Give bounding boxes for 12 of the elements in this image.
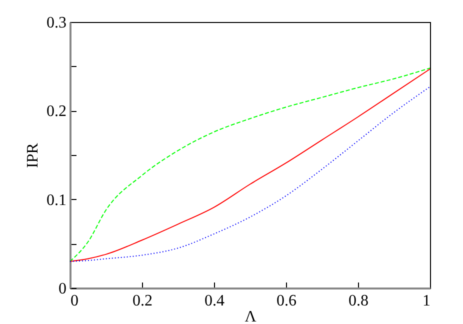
y-axis-title: IPR	[24, 142, 42, 168]
x-tick-label: 0	[70, 292, 78, 310]
x-tick-label: 0.4	[204, 292, 224, 310]
x-tick-label: 0.6	[276, 292, 296, 310]
y-tick-label: 0.2	[46, 103, 66, 120]
y-tick-label: 0.3	[46, 14, 66, 32]
y-tick-label: 0.1	[46, 192, 66, 209]
x-tick-label: 0.2	[132, 292, 152, 310]
x-tick-label: 1	[422, 292, 430, 310]
x-tick-label: 0.8	[348, 292, 368, 310]
y-tick-label: 0	[58, 280, 66, 298]
x-axis-title: Λ	[244, 308, 257, 324]
